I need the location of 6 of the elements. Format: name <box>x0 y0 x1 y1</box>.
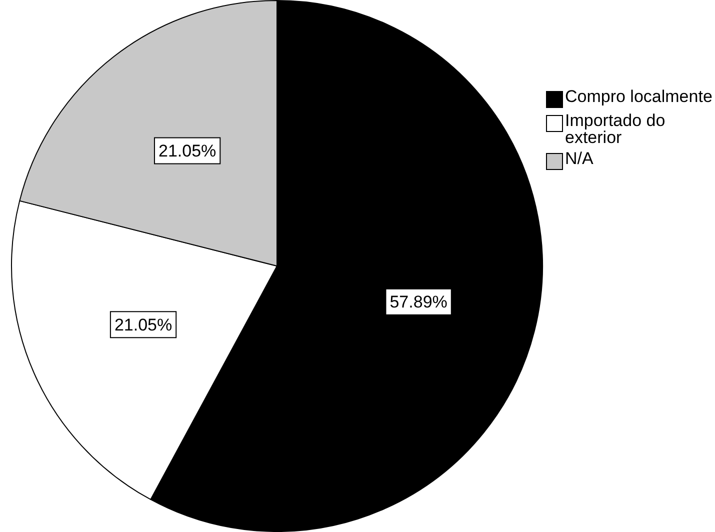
data-label: 21.05% <box>114 315 172 334</box>
legend-label: N/A <box>565 149 594 168</box>
legend-label: Importado do exterior <box>565 111 666 147</box>
data-label: 57.89% <box>390 292 448 312</box>
legend-label: Compro localmente <box>565 87 714 106</box>
data-label: 21.05% <box>158 141 216 160</box>
